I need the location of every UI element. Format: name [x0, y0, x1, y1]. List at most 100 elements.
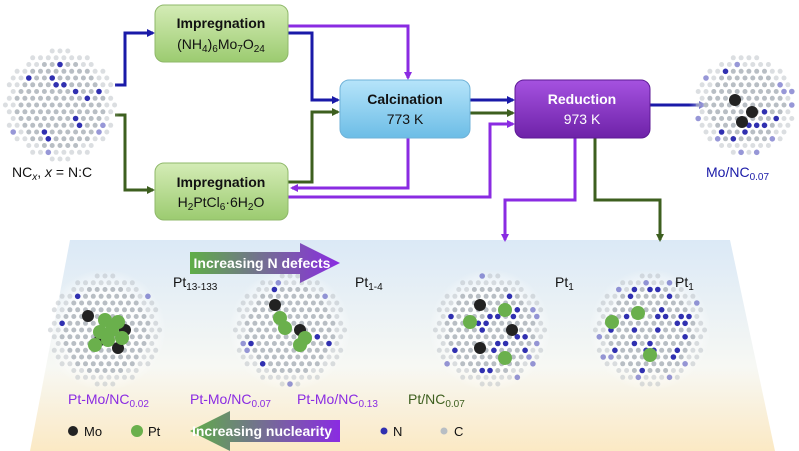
c-atom: [65, 116, 71, 121]
c-atom: [322, 347, 328, 353]
c-atom: [719, 62, 725, 67]
c-atom: [647, 327, 653, 333]
c-atom: [57, 116, 63, 121]
c-atom: [499, 374, 505, 380]
c-atom: [80, 75, 86, 81]
c-atom: [765, 89, 771, 94]
c-atom: [149, 327, 155, 333]
c-atom: [34, 75, 40, 81]
c-atom: [452, 361, 458, 367]
c-atom: [303, 287, 309, 292]
nc-support-model: [0, 44, 121, 166]
c-atom: [746, 149, 752, 155]
c-atom: [295, 273, 301, 279]
c-atom: [495, 287, 501, 292]
n-atom: [647, 286, 653, 293]
c-atom: [14, 136, 20, 142]
c-atom: [106, 374, 112, 380]
c-atom: [55, 300, 61, 306]
c-atom: [80, 129, 86, 135]
c-atom: [61, 109, 67, 115]
c-atom: [53, 95, 59, 101]
c-atom: [71, 327, 77, 333]
c-atom: [256, 341, 262, 346]
c-atom: [90, 293, 96, 299]
c-atom: [624, 327, 630, 333]
c-atom: [326, 314, 332, 319]
c-atom: [777, 109, 783, 115]
n-atom: [100, 122, 106, 129]
c-atom: [620, 374, 626, 380]
c-atom: [30, 95, 36, 101]
n-atom: [655, 286, 661, 293]
c-atom: [483, 293, 489, 299]
c-atom: [726, 143, 732, 148]
c-atom: [252, 293, 258, 299]
c-atom: [98, 361, 104, 367]
c-atom: [145, 334, 151, 340]
c-atom: [460, 347, 466, 353]
c-atom: [468, 374, 473, 380]
c-atom: [232, 327, 238, 333]
c-atom: [460, 280, 466, 286]
c-atom: [690, 334, 696, 340]
c-atom: [153, 347, 159, 353]
c-atom: [777, 122, 783, 128]
c-atom: [522, 320, 528, 326]
mo-atom: [82, 310, 94, 322]
c-atom: [773, 75, 779, 81]
n-atom: [714, 136, 721, 142]
c-atom: [742, 62, 748, 67]
c-atom: [34, 62, 40, 67]
c-atom: [55, 341, 61, 346]
c-atom: [61, 68, 67, 74]
sample-model-1: [44, 269, 166, 391]
arrow-reduction-to-pt-sample: [593, 138, 664, 242]
c-atom: [53, 136, 59, 142]
c-atom: [659, 374, 665, 380]
c-atom: [514, 293, 520, 299]
c-atom: [635, 334, 641, 340]
c-atom: [518, 287, 524, 292]
c-atom: [726, 89, 732, 94]
c-atom: [6, 95, 12, 101]
c-atom: [318, 300, 324, 306]
c-atom: [133, 368, 139, 373]
n-atom: [502, 340, 509, 347]
n-atom: [678, 313, 684, 320]
c-atom: [758, 102, 764, 108]
c-atom: [322, 320, 328, 326]
c-atom: [133, 287, 139, 292]
n-atom: [694, 300, 700, 306]
c-atom: [145, 320, 151, 326]
c-atom: [279, 287, 285, 292]
c-atom: [464, 341, 470, 346]
c-atom: [71, 341, 77, 346]
c-atom: [53, 122, 59, 128]
c-atom: [14, 82, 20, 88]
nuclearity-label: Increasing nuclearity: [192, 423, 332, 439]
c-atom: [785, 109, 791, 115]
arrow-mo-impregnation-to-calcination: [288, 31, 340, 104]
n-atom: [72, 88, 79, 95]
c-atom: [51, 320, 57, 326]
formula-subscript: 2: [248, 202, 254, 213]
c-atom: [84, 136, 90, 142]
c-atom: [754, 95, 760, 101]
c-atom: [67, 361, 73, 367]
c-atom: [69, 55, 75, 61]
c-atom: [530, 320, 536, 326]
c-atom: [635, 361, 641, 367]
c-atom: [534, 327, 540, 333]
c-atom: [460, 334, 466, 340]
c-atom: [299, 361, 305, 367]
c-atom: [67, 307, 73, 313]
c-atom: [698, 334, 704, 340]
c-atom: [620, 320, 626, 326]
c-atom: [444, 347, 450, 353]
c-atom: [110, 368, 116, 373]
c-atom: [10, 116, 16, 121]
n-atom: [287, 381, 293, 387]
c-atom: [53, 149, 59, 155]
